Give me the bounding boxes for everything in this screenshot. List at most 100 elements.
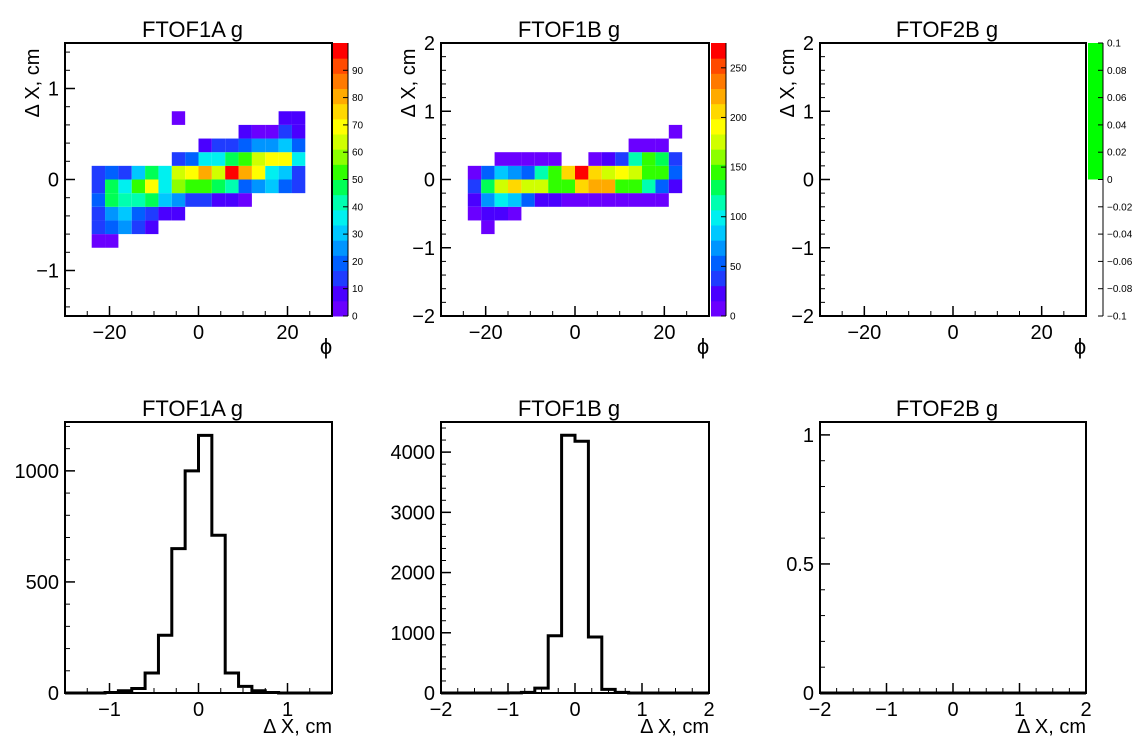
x-tick-label: −2 [430, 699, 453, 721]
color-bar-segment [333, 300, 348, 317]
x-axis-label: ϕ [320, 334, 332, 359]
heatmap-cell [131, 165, 146, 180]
heatmap-cell [91, 193, 106, 207]
plot-frame-top [819, 42, 1087, 317]
heatmap-cell [655, 138, 669, 153]
y-tick-label: 0 [803, 683, 814, 705]
y-tick-label: 1 [48, 79, 59, 101]
heatmap-cell [171, 152, 186, 166]
color-bar-segment [711, 285, 726, 302]
x-tick-label: 0 [569, 322, 580, 344]
heatmap-cell [601, 179, 616, 194]
color-bar-segment [333, 118, 348, 135]
y-tick-label: 0.5 [786, 554, 814, 576]
color-bar-segment [333, 88, 348, 105]
heatmap-cell [91, 179, 106, 194]
heatmap-cell [291, 152, 306, 166]
color-bar-tick-label: 0 [1107, 175, 1113, 186]
heatmap-cell [211, 152, 226, 166]
heatmap-cell [467, 193, 482, 207]
chart-panel-p2: −20 0 20 −2 −1 0 1 2 FTOF1B g ϕ Δ X, cm 0 50 100 150 20… [398, 17, 747, 359]
color-bar-tick-label: 250 [730, 63, 747, 74]
color-bar-tick-label: 0 [730, 312, 736, 323]
color-bar-segment [711, 225, 726, 241]
heatmap-cell [145, 220, 159, 235]
heatmap-cell [145, 179, 159, 194]
color-bar-segment [711, 103, 726, 120]
heatmap-cell [265, 138, 279, 153]
heatmap-cell [628, 193, 642, 207]
heatmap-cell [467, 165, 482, 180]
y-tick-label: −2 [412, 306, 435, 328]
chart-title: FTOF1A g [142, 17, 243, 42]
y-tick-label: 2 [803, 33, 814, 55]
y-tick-label: 0 [424, 170, 435, 192]
heatmap-cell [158, 165, 172, 180]
heatmap-cells [467, 124, 683, 235]
heatmap-cell [601, 193, 616, 207]
heatmap-cell [494, 193, 508, 207]
heatmap-cell [185, 179, 199, 194]
x-tick-label: 0 [193, 322, 204, 344]
y-tick-label: −1 [791, 238, 814, 260]
chart-panel-p4: −1 0 1 0 500 1000 FTOF1A g Δ X, cm [15, 396, 333, 738]
heatmap-cell [265, 165, 279, 180]
heatmap-cell [655, 152, 669, 166]
heatmap-cell [211, 138, 226, 153]
y-tick-label: 2000 [391, 563, 436, 585]
color-bar-tick-label: 200 [730, 113, 747, 124]
color-bar-tick-label: 10 [352, 284, 364, 295]
color-bar-tick-label: −0.06 [1107, 257, 1133, 268]
color-bar-segment [333, 209, 348, 226]
chart-title: FTOF2B g [896, 396, 998, 421]
heatmap-cell [534, 179, 549, 194]
y-tick-label: 2 [424, 33, 435, 55]
heatmap-cell [278, 179, 292, 194]
y-tick-label: 3000 [391, 502, 436, 524]
color-bar-segment [333, 103, 348, 120]
heatmap-cell [278, 165, 292, 180]
heatmap-cell [238, 179, 252, 194]
color-bar-segment [711, 118, 726, 135]
heatmap-cell [521, 165, 535, 180]
y-tick-label: −2 [791, 306, 814, 328]
heatmap-cell [251, 152, 266, 166]
heatmap-cell [158, 179, 172, 194]
heatmap-cell [494, 152, 508, 166]
color-bar-segment [333, 194, 348, 211]
y-axis-label: Δ X, cm [777, 49, 799, 118]
heatmap-cell [278, 152, 292, 166]
heatmap-cell [91, 220, 106, 235]
heatmap-cell [521, 179, 535, 194]
heatmap-cell [238, 165, 252, 180]
heatmap-cell [171, 179, 186, 194]
x-tick-label: 0 [569, 699, 580, 721]
heatmap-cell [198, 152, 212, 166]
heatmap-cell [291, 124, 306, 139]
color-bar-tick-label: 30 [352, 230, 364, 241]
plot-frame [440, 421, 710, 694]
heatmap-cells [91, 111, 306, 248]
heatmap-cell [561, 193, 575, 207]
heatmap-cell [198, 165, 212, 180]
color-bar-tick-label: 100 [730, 212, 747, 223]
heatmap-cell [588, 152, 602, 166]
heatmap-cell [105, 234, 119, 248]
heatmap-cell [171, 193, 186, 207]
heatmap-cell [251, 138, 266, 153]
color-bar-segment [711, 194, 726, 211]
heatmap-cell [548, 193, 562, 207]
x-axis-label: Δ X, cm [640, 716, 709, 738]
heatmap-cell [278, 138, 292, 153]
y-tick-label: 0 [424, 683, 435, 705]
heatmap-cell [185, 165, 199, 180]
color-bar-segment [711, 58, 726, 74]
color-bar-segment [711, 179, 726, 196]
heatmap-cell [588, 165, 602, 180]
color-bar-segment [333, 149, 348, 165]
heatmap-cell [481, 165, 495, 180]
y-tick-label: 1 [803, 425, 814, 447]
x-tick-label: 0 [947, 699, 958, 721]
